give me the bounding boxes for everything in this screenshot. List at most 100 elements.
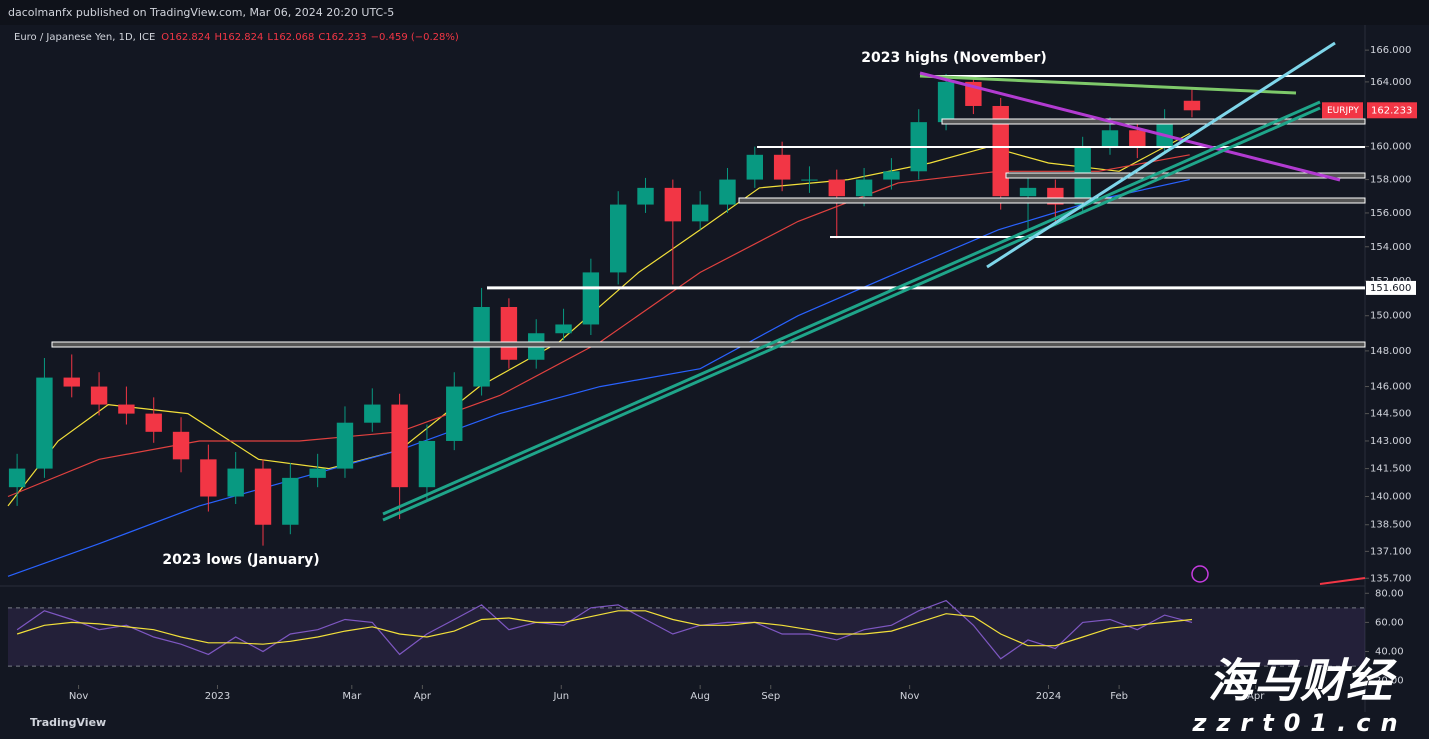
candle-body xyxy=(1183,100,1201,111)
y-tick-label: 158.000 xyxy=(1370,175,1411,186)
candle-body xyxy=(582,272,600,325)
ohlc: O162.824 xyxy=(161,32,210,43)
y-tick-label: 140.000 xyxy=(1370,492,1411,503)
candle-body xyxy=(719,179,736,205)
candle-body xyxy=(609,204,627,273)
candle-body xyxy=(855,179,873,197)
candle-body xyxy=(391,404,408,488)
trend-line xyxy=(919,71,1341,182)
watermark-site: zzrt01.cn xyxy=(1191,709,1407,737)
y-tick-label: 40.00 xyxy=(1375,647,1404,658)
symbol-tag-bg xyxy=(1322,102,1363,119)
candle-body xyxy=(172,431,190,460)
y-tick-label: 164.000 xyxy=(1370,77,1411,88)
x-tick-label: 2023 xyxy=(205,691,230,702)
price-tag: 162.233 xyxy=(1371,105,1412,116)
publisher: dacolmanfx published on TradingView.com,… xyxy=(8,6,394,19)
trend-line xyxy=(382,100,1321,516)
candle-body xyxy=(336,422,354,469)
candle-body xyxy=(992,105,1009,197)
annotation: 2023 highs (November) xyxy=(861,50,1047,66)
x-tick-label: 2024 xyxy=(1036,691,1061,702)
line-series xyxy=(16,599,1193,660)
candle-body xyxy=(36,377,53,469)
candle-body xyxy=(801,179,818,181)
y-tick-label: 146.000 xyxy=(1370,382,1411,393)
level-band xyxy=(51,341,1366,348)
candle-body xyxy=(828,179,845,197)
brand: TradingView xyxy=(30,716,106,729)
level-label-bg xyxy=(1366,280,1416,295)
x-tick-label: Nov xyxy=(900,691,920,702)
x-tick-label: Nov xyxy=(69,691,89,702)
candle-body xyxy=(8,468,26,488)
y-tick-label: 166.000 xyxy=(1370,45,1411,56)
candle-body xyxy=(227,468,244,497)
candle-body xyxy=(1019,187,1037,197)
candle-body xyxy=(63,377,80,387)
candle-body xyxy=(254,468,272,525)
x-tick-label: Feb xyxy=(1110,691,1128,702)
ohlc: L162.068 xyxy=(267,32,314,43)
x-tick-label: Mar xyxy=(342,691,362,702)
y-tick-label: 144.500 xyxy=(1370,409,1411,420)
trend-line xyxy=(919,74,1297,95)
line-series xyxy=(7,179,1190,577)
level-label: 151.600 xyxy=(1370,283,1411,294)
candle-body xyxy=(200,459,217,497)
symbol: Euro / Japanese Yen, 1D, ICE xyxy=(14,32,155,43)
y-tick-label: 143.000 xyxy=(1370,436,1411,447)
header-bar xyxy=(0,0,1429,25)
candle-body xyxy=(145,413,162,432)
candle-body xyxy=(937,81,955,123)
plot: 166.000 164.000 160.000 158.000 156.000 154.0… xyxy=(7,45,1417,702)
candle-body xyxy=(1101,130,1119,147)
y-tick-label: 80.00 xyxy=(1375,588,1404,599)
x-tick-label: Sep xyxy=(761,691,780,702)
candle-body xyxy=(691,204,709,222)
candle-body xyxy=(664,187,682,222)
ohlc: H162.824 xyxy=(215,32,264,43)
trend-line xyxy=(986,41,1336,269)
rsi-band xyxy=(8,607,1365,667)
ohlc: −0.459 (−0.28%) xyxy=(371,32,459,43)
level-band xyxy=(941,118,1366,125)
y-tick-label: 135.700 xyxy=(1370,573,1411,584)
line-series xyxy=(16,610,1193,647)
y-tick-label: 141.500 xyxy=(1370,464,1411,475)
y-tick-label: 60.00 xyxy=(1375,617,1404,628)
y-tick-label: 160.000 xyxy=(1370,142,1411,153)
candle-body xyxy=(309,468,326,478)
candle-body xyxy=(883,171,900,180)
y-tick-label: 150.000 xyxy=(1370,311,1411,322)
candle-body xyxy=(500,307,518,360)
drawings xyxy=(51,41,1366,585)
ohlc: C162.233 xyxy=(318,32,366,43)
candle-body xyxy=(118,404,135,414)
annotation: 2023 lows (January) xyxy=(162,552,319,568)
trend-line xyxy=(1319,577,1366,585)
symbol-line: Euro / Japanese Yen, 1D, ICE O162.824 H162… xyxy=(14,32,459,43)
candle-body xyxy=(90,386,108,405)
symbol-tag: EURJPY xyxy=(1327,106,1359,116)
y-tick-label: 154.000 xyxy=(1370,242,1411,253)
candle-body xyxy=(1129,130,1146,147)
x-tick-label: Jun xyxy=(552,691,569,702)
y-tick-label: 137.100 xyxy=(1370,546,1411,557)
x-tick-label: Aug xyxy=(690,691,710,702)
level-band xyxy=(1005,172,1366,179)
y-tick-label: 156.000 xyxy=(1370,208,1411,219)
y-tick-label: 148.000 xyxy=(1370,346,1411,357)
price-tag-bg xyxy=(1367,102,1417,119)
candle-body xyxy=(555,324,572,334)
candle-body xyxy=(637,187,654,205)
trend-line xyxy=(382,106,1321,522)
x-tick-label: Apr xyxy=(414,691,432,702)
candle-body xyxy=(282,477,299,525)
y-tick-label: 20.00 xyxy=(1375,676,1404,687)
candle-body xyxy=(746,154,764,180)
alert-icon[interactable] xyxy=(1191,565,1209,583)
candle-body xyxy=(446,386,463,441)
